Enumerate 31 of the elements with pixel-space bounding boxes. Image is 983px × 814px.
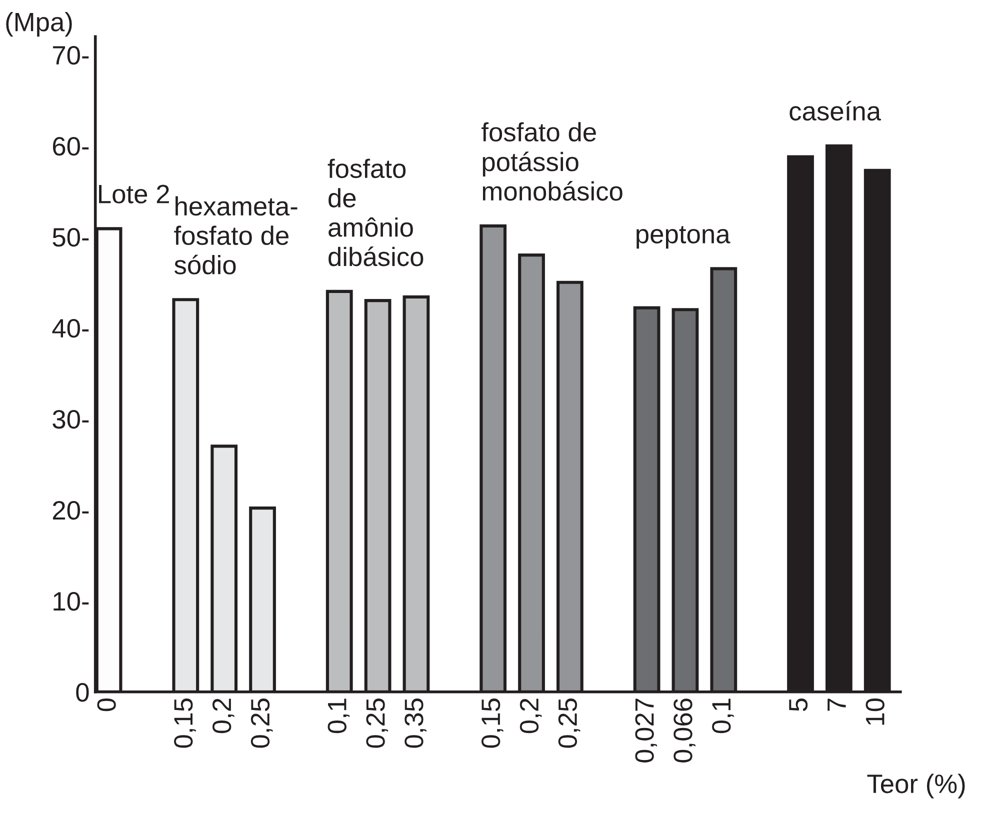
x-tick-label: 10 [866,698,884,725]
x-tick-label: 0,2 [212,698,234,734]
y-tick-label: 20- [52,501,89,520]
x-tick-label: 0,1 [712,698,734,734]
series-label: fosfato de amônio dibásico [328,158,424,266]
series-label: fosfato de potássio monobásico [482,122,622,201]
x-tick-label: 5 [789,698,808,712]
y-axis-title: (Mpa) [6,12,72,37]
series-label: Lote 2 [99,184,169,204]
y-tick-label: 10- [54,592,89,611]
x-tick-label: 0,25 [366,698,388,748]
x-tick-label: 0,1 [328,698,350,734]
x-tick-label: 0,2 [520,698,542,734]
x-axis-title: Teor (%) [867,774,965,798]
x-tick-label: 0,027 [635,698,657,762]
series-label: caseína [790,100,882,121]
x-tick-label: 0,35 [404,698,426,748]
x-tick-label: 7 [828,698,846,711]
series-label: hexameta- fosfato de sódio [174,196,298,274]
x-tick-label: 0,25 [558,698,580,748]
y-tick-label: 40- [52,318,89,338]
y-tick-label: 50- [52,228,89,247]
x-tick-label: 0,25 [250,698,273,748]
x-tick-label: 0 [97,698,116,712]
y-tick-label: 60- [53,136,89,156]
x-tick-label: 0,15 [481,698,504,748]
x-tick-label: 0,066 [674,698,696,762]
y-tick-label: 30- [52,410,89,429]
series-label: peptona [636,226,730,249]
y-tick-label: 70- [53,46,89,65]
x-tick-label: 0,15 [174,698,196,748]
